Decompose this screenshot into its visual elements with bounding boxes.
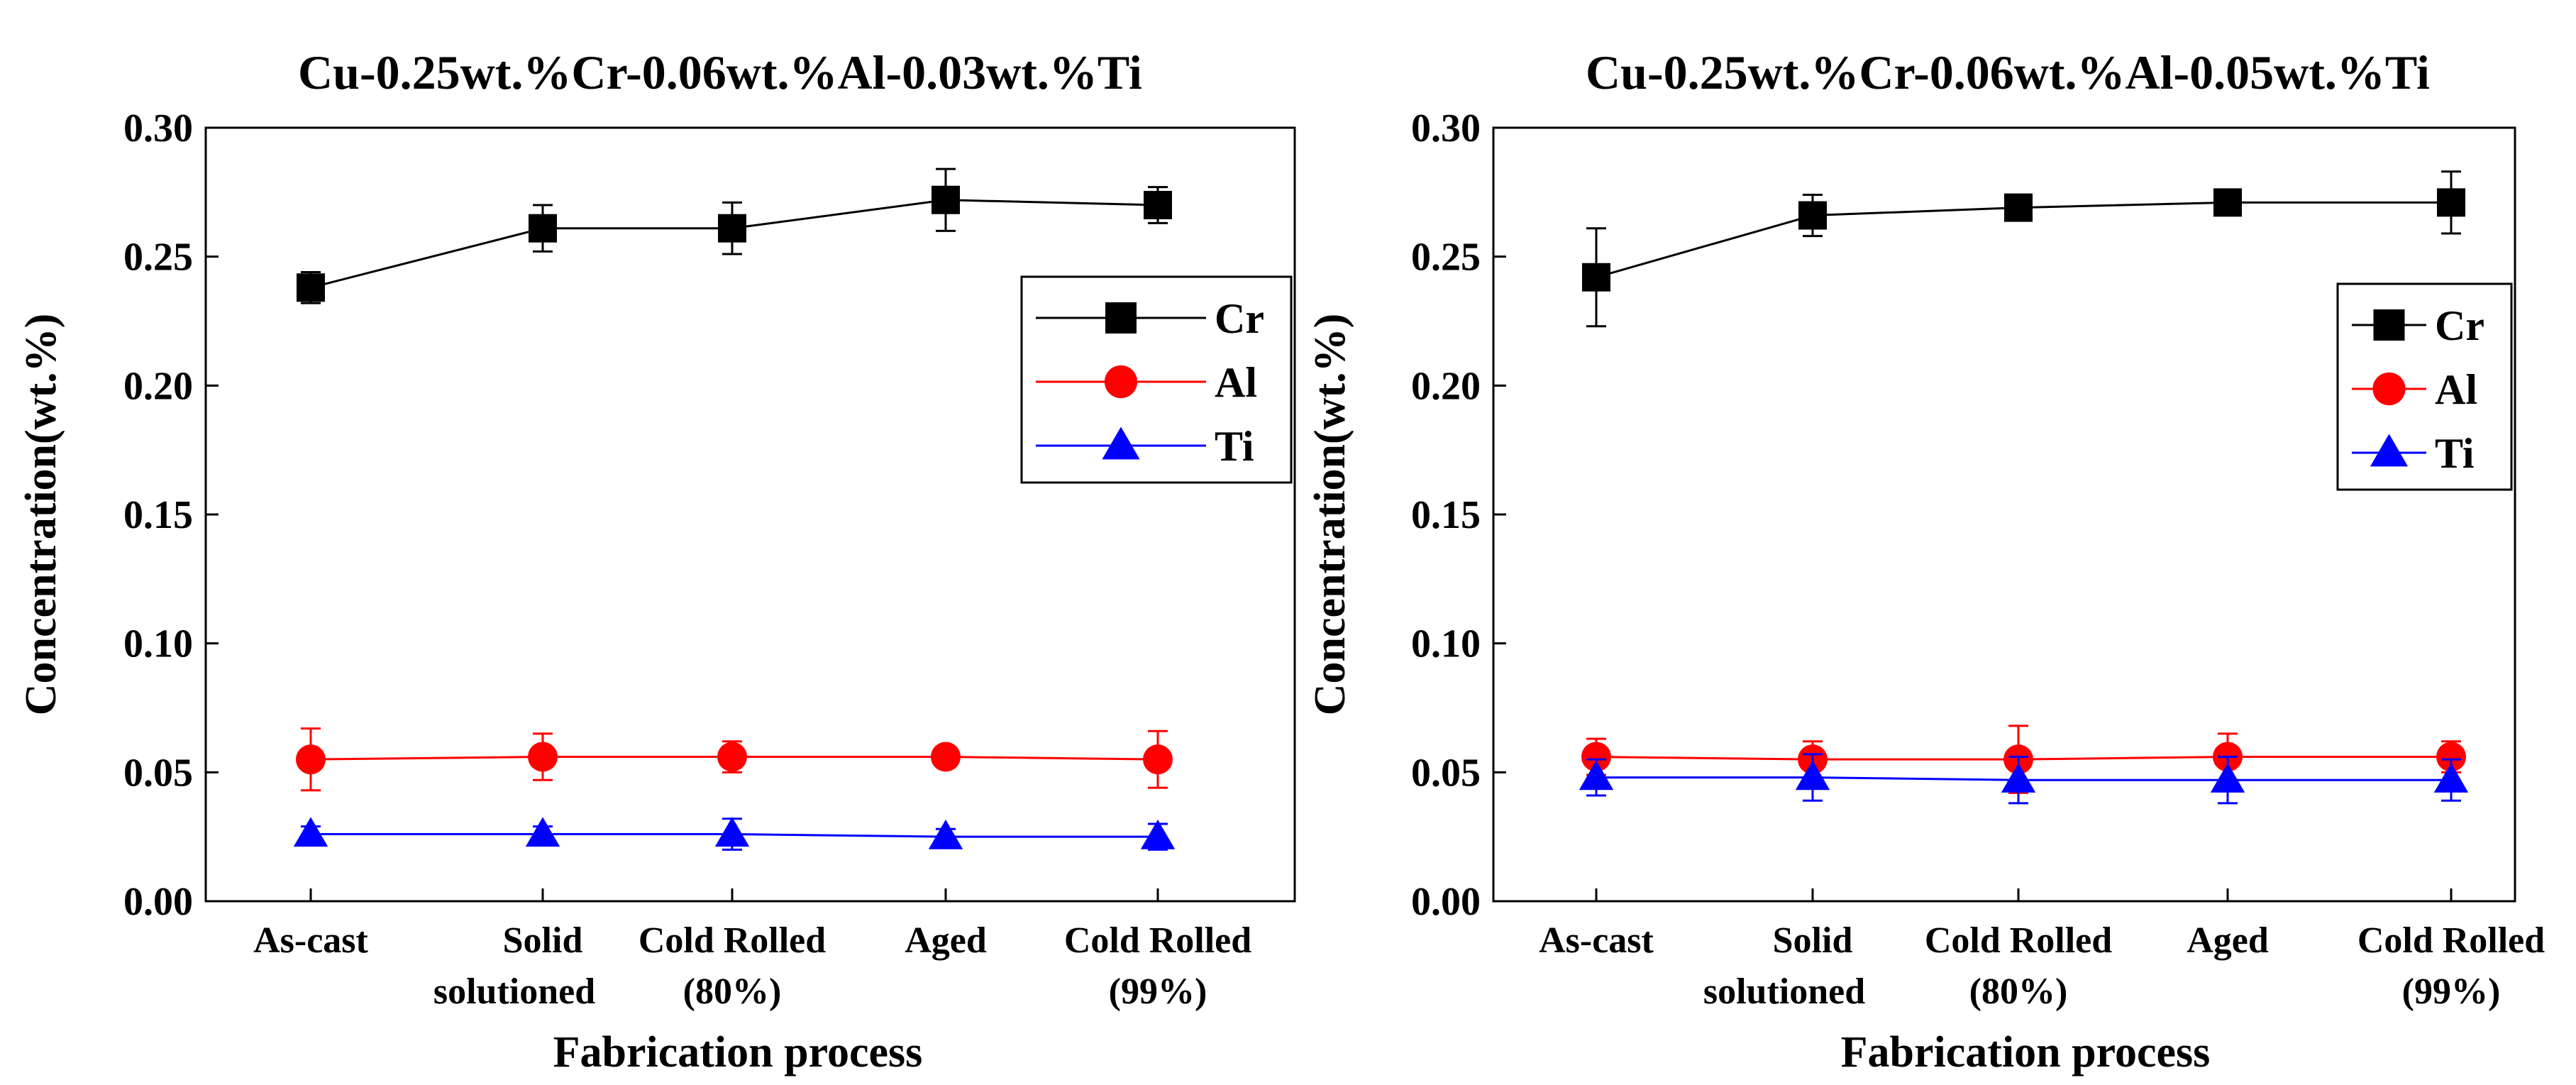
data-point <box>2004 193 2033 222</box>
data-point <box>1582 263 1610 292</box>
data-point <box>931 742 961 772</box>
x-axis-label: Fabrication process <box>1841 1028 2211 1076</box>
chart-panel-2: Cu-0.25wt.%Cr-0.06wt.%Al-0.05wt.%Ti 0.00 0… <box>1306 45 2545 1076</box>
chart-panel-1: Cu-0.25wt.%Cr-0.06wt.%Al-0.03wt.%Ti 0.00 0… <box>17 45 1296 1076</box>
x-axis-label: Fabrication process <box>553 1028 923 1076</box>
data-point <box>717 742 747 772</box>
legend-marker <box>1104 365 1138 399</box>
chart-title: Cu-0.25wt.%Cr-0.06wt.%Al-0.03wt.%Ti <box>298 45 1142 99</box>
series-line <box>310 199 1159 289</box>
x-category-label: Aged <box>905 920 987 961</box>
legend-marker <box>2370 434 2409 467</box>
y-tick-label: 0.15 <box>1411 493 1481 537</box>
x-category-label: (99%) <box>1109 971 1207 1012</box>
x-category-label: Solid <box>1773 920 1853 961</box>
plot-frame <box>1492 126 2516 903</box>
legend-label-al: Al <box>1215 359 1257 406</box>
legend-marker <box>1102 426 1140 460</box>
legend-label-ti: Ti <box>1215 423 1254 470</box>
data-point <box>2437 188 2465 217</box>
y-tick-label: 0.20 <box>123 364 193 408</box>
y-tick-label: 0.25 <box>1411 236 1481 280</box>
legend-box <box>1020 275 1293 484</box>
data-point <box>718 214 746 243</box>
legend-label-cr: Cr <box>1215 295 1264 342</box>
data-point <box>1798 201 1827 230</box>
data-point <box>296 744 326 775</box>
y-tick-label: 0.25 <box>123 236 193 280</box>
x-category-label: As-cast <box>253 920 368 961</box>
x-category-label: Cold Rolled <box>1064 920 1251 961</box>
x-category-label: Cold Rolled <box>639 920 826 961</box>
data-point <box>2001 763 2036 793</box>
x-category-label: Aged <box>2187 920 2269 961</box>
data-point <box>2213 188 2242 217</box>
chart-title: Cu-0.25wt.%Cr-0.06wt.%Al-0.05wt.%Ti <box>1586 45 2430 99</box>
data-point <box>2436 742 2466 772</box>
data-point <box>293 817 328 847</box>
y-tick-label: 0.10 <box>123 622 193 666</box>
data-point <box>714 817 750 847</box>
y-tick-label: 0.00 <box>123 880 193 924</box>
plot-frame <box>204 126 1296 903</box>
y-tick-label: 0.15 <box>123 493 193 537</box>
series-ti <box>1579 753 2469 805</box>
legend: Cr Al Ti <box>1020 275 1293 484</box>
data-point <box>932 185 960 214</box>
series-cr <box>297 167 1172 304</box>
data-point <box>525 817 560 847</box>
y-tick-label: 0.05 <box>123 751 193 795</box>
data-point <box>1143 744 1173 775</box>
x-category-label: Cold Rolled <box>2357 920 2545 961</box>
data-point <box>1144 191 1172 219</box>
legend: Cr Al Ti <box>2336 282 2513 491</box>
legend-label-ti: Ti <box>2435 430 2475 477</box>
x-category-label: Solid <box>503 920 583 961</box>
data-point <box>529 214 557 243</box>
data-point <box>2433 763 2469 793</box>
legend-marker <box>2372 372 2406 406</box>
legend-marker <box>1105 302 1137 334</box>
data-point <box>1140 819 1176 849</box>
y-tick-label: 0.30 <box>123 106 193 150</box>
x-category-label: (80%) <box>1969 971 2068 1012</box>
data-point <box>928 819 963 849</box>
y-tick-label: 0.10 <box>1411 622 1481 666</box>
y-tick-label: 0.00 <box>1411 880 1481 924</box>
y-tick-label: 0.05 <box>1411 751 1481 795</box>
y-tick-label: 0.20 <box>1411 364 1481 408</box>
data-point <box>528 742 558 772</box>
legend-box <box>2336 282 2513 491</box>
y-tick-label: 0.30 <box>1411 106 1481 150</box>
data-point <box>1795 760 1830 791</box>
series-ti <box>293 817 1176 851</box>
legend-label-cr: Cr <box>2435 302 2484 349</box>
legend-label-al: Al <box>2435 366 2477 413</box>
y-axis-label: Concentration(wt.%) <box>1306 314 1354 716</box>
data-point <box>2210 763 2245 793</box>
data-point <box>1581 742 1611 772</box>
x-category-label: solutioned <box>433 971 595 1012</box>
y-axis-label: Concentration(wt.%) <box>17 314 65 716</box>
legend-marker <box>2373 309 2405 341</box>
data-point <box>297 273 325 302</box>
series-cr <box>1582 170 2465 328</box>
x-category-label: solutioned <box>1703 971 1865 1012</box>
x-category-label: Cold Rolled <box>1925 920 2112 961</box>
x-category-label: (99%) <box>2402 971 2501 1012</box>
data-point <box>1579 760 1614 791</box>
x-category-label: (80%) <box>683 971 782 1012</box>
series-al <box>296 727 1173 792</box>
x-category-label: As-cast <box>1539 920 1654 961</box>
